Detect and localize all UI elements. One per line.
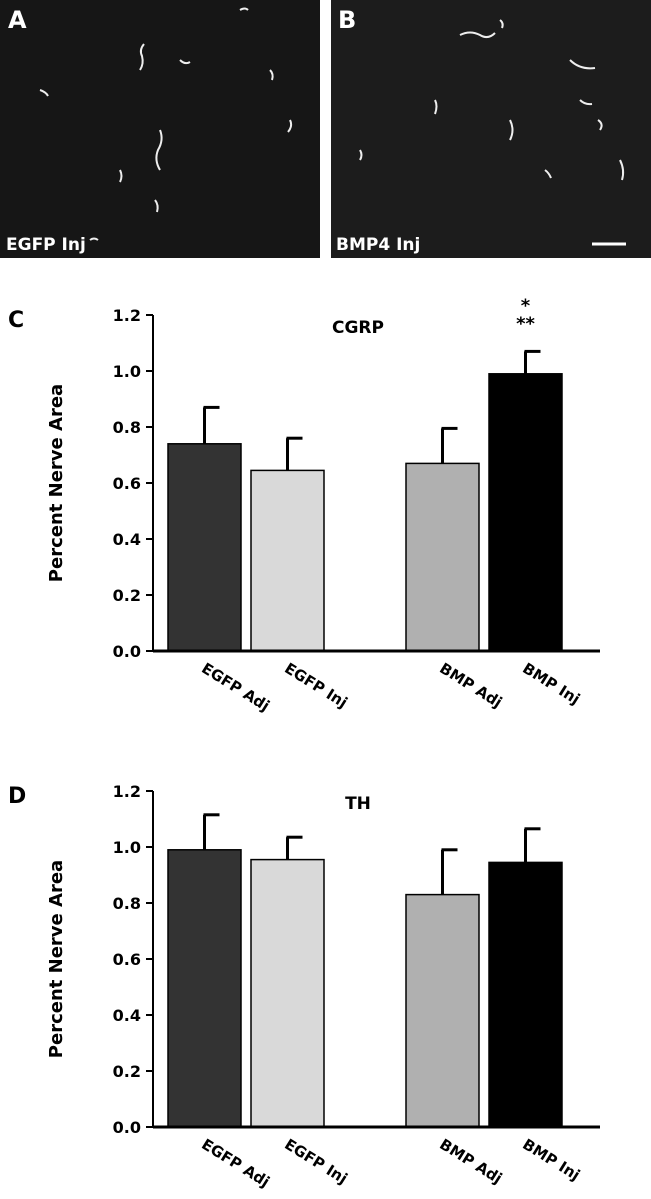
y-tick-label: 0.6 [113, 950, 141, 969]
panel-label: A [8, 6, 27, 34]
bar [405, 893, 480, 1128]
y-tick-label: 0.8 [113, 418, 141, 437]
x-tick-label: EGFP Adj [198, 659, 272, 715]
y-tick-label: 1.0 [113, 362, 141, 381]
y-tick-label: 1.2 [113, 782, 141, 801]
y-tick-label: 0.8 [113, 894, 141, 913]
bar [250, 469, 325, 652]
y-tick-label: 0.0 [113, 642, 141, 661]
x-tick-label: BMP Inj [519, 1135, 583, 1184]
y-tick-label: 0.6 [113, 474, 141, 493]
x-tick-label: EGFP Adj [198, 1135, 272, 1191]
bar [488, 861, 563, 1128]
x-tick-label: EGFP Inj [281, 659, 350, 712]
y-tick-label: 1.0 [113, 838, 141, 857]
y-tick-label: 0.2 [113, 586, 141, 605]
panel-caption: BMP4 Inj [336, 235, 420, 255]
bar [167, 849, 242, 1128]
bar [167, 443, 242, 652]
y-tick-label: 0.4 [113, 530, 141, 549]
y-tick-label: 0.0 [113, 1118, 141, 1137]
bar [250, 858, 325, 1128]
panel-label: B [338, 6, 356, 34]
annotation: ** [516, 313, 535, 334]
panel-label: C [8, 308, 24, 333]
y-tick-label: 0.2 [113, 1062, 141, 1081]
x-tick-label: EGFP Inj [281, 1135, 350, 1188]
y-axis-label: Percent Nerve Area [46, 860, 67, 1058]
x-tick-label: BMP Adj [436, 659, 505, 711]
y-tick-label: 1.2 [113, 306, 141, 325]
chart-title: CGRP [332, 318, 384, 338]
panel-caption: EGFP Inj [6, 235, 86, 255]
y-tick-label: 0.4 [113, 1006, 141, 1025]
bar [488, 373, 563, 652]
y-axis-label: Percent Nerve Area [46, 384, 67, 582]
x-tick-label: BMP Adj [436, 1135, 505, 1187]
annotation: * [521, 295, 531, 316]
micrograph-a: A EGFP Inj [0, 0, 320, 258]
chart: D TH Percent Nerve Area 0.0 0.2 0.4 0.6 0.8 1.0 1… [8, 782, 600, 1191]
x-tick-label: BMP Inj [519, 659, 583, 708]
chart: C CGRP Percent Nerve Area 0.0 0.2 0.4 0.6 0.8 1.… [8, 295, 600, 715]
bar [405, 462, 480, 652]
micrograph-b: B BMP4 Inj [331, 0, 651, 258]
chart-title: TH [345, 794, 371, 814]
panel-label: D [8, 784, 26, 809]
